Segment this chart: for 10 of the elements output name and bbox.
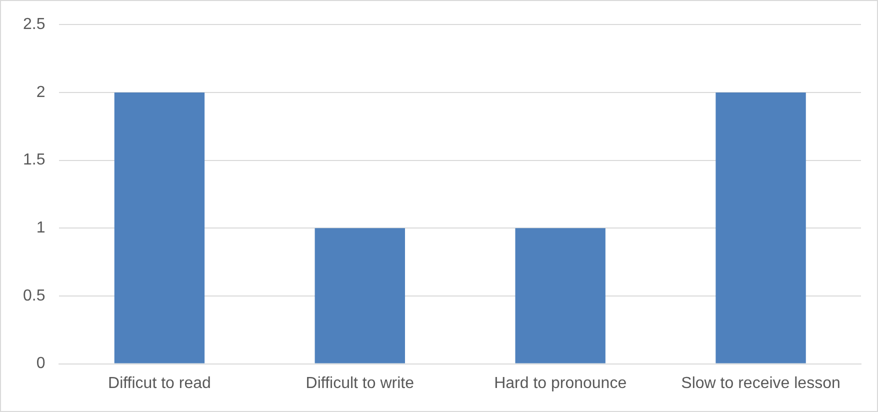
x-tick-label: Hard to pronounce (494, 374, 627, 392)
y-tick-label: 0.5 (22, 287, 46, 304)
x-tick-label: Difficult to write (306, 374, 414, 392)
y-tick-label: 0 (36, 355, 46, 372)
y-tick-label: 2.5 (22, 16, 46, 34)
x-tick-label: Difficut to read (108, 374, 211, 392)
y-tick-label: 1 (36, 220, 46, 237)
y-tick-label: 2 (36, 84, 46, 101)
y-tick-label: 1.5 (22, 152, 46, 169)
x-tick-label: Slow to receive lesson (681, 374, 840, 392)
